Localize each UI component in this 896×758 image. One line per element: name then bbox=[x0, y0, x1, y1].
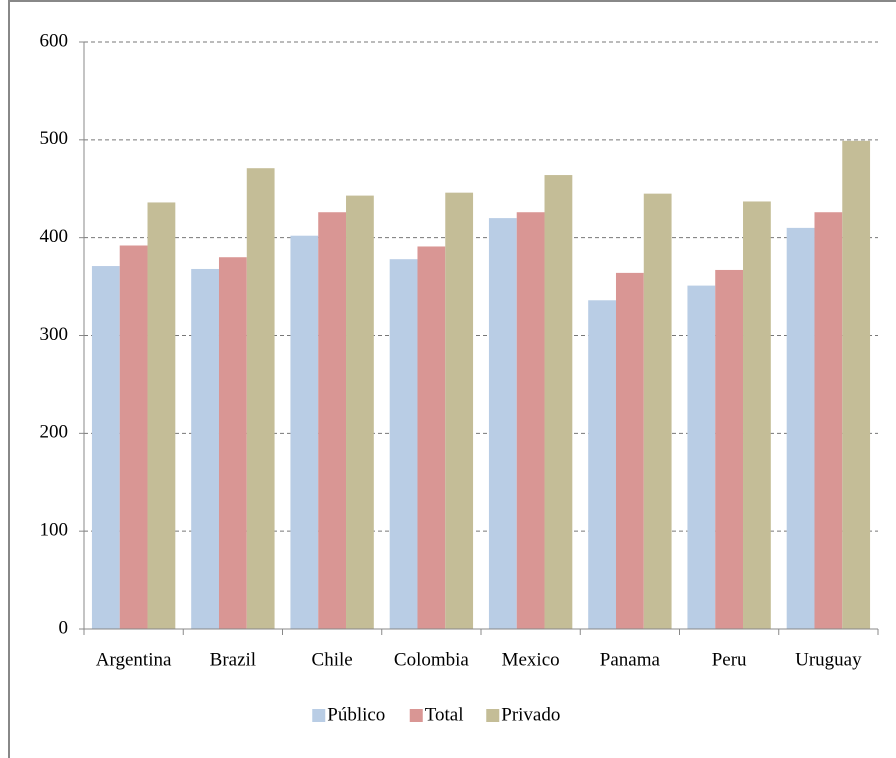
bar bbox=[191, 268, 219, 629]
bar bbox=[814, 212, 843, 630]
x-tick-label: Peru bbox=[712, 649, 747, 670]
y-tick-label: 300 bbox=[40, 324, 69, 345]
legend-label: Público bbox=[327, 704, 385, 725]
x-tick-label: Colombia bbox=[394, 649, 470, 670]
legend-swatch bbox=[486, 709, 500, 722]
bar bbox=[119, 245, 148, 629]
y-tick-label: 600 bbox=[40, 30, 69, 51]
bar bbox=[445, 192, 474, 629]
x-tick-label: Mexico bbox=[502, 649, 560, 670]
bar bbox=[318, 212, 347, 630]
x-tick-label: Chile bbox=[312, 649, 353, 670]
bar bbox=[715, 269, 744, 629]
bar bbox=[91, 266, 120, 629]
y-tick-label: 400 bbox=[40, 226, 69, 247]
x-tick-label: Argentina bbox=[96, 649, 172, 670]
bar bbox=[786, 227, 815, 629]
legend-swatch bbox=[409, 709, 423, 722]
y-tick-label: 0 bbox=[59, 617, 69, 638]
bar bbox=[687, 285, 716, 629]
bar bbox=[842, 140, 871, 630]
bar bbox=[643, 193, 672, 629]
bar bbox=[544, 175, 573, 629]
bar bbox=[615, 272, 644, 629]
bar bbox=[389, 259, 418, 629]
legend-label: Privado bbox=[501, 704, 560, 725]
bar bbox=[417, 246, 446, 629]
bar bbox=[246, 168, 275, 629]
bar bbox=[290, 235, 319, 629]
bar bbox=[588, 300, 616, 629]
y-tick-label: 100 bbox=[40, 520, 69, 541]
bar bbox=[488, 218, 517, 629]
bar bbox=[516, 212, 545, 630]
x-tick-label: Uruguay bbox=[795, 649, 862, 670]
bar bbox=[346, 195, 374, 629]
x-tick-label: Brazil bbox=[210, 649, 256, 670]
bar bbox=[743, 201, 771, 630]
x-tick-label: Panama bbox=[600, 649, 661, 670]
bar bbox=[218, 257, 247, 629]
frame bbox=[8, 0, 896, 758]
bar bbox=[147, 202, 176, 630]
y-tick-label: 500 bbox=[40, 128, 69, 149]
y-tick-label: 200 bbox=[40, 422, 69, 443]
legend-label: Total bbox=[425, 704, 464, 725]
legend-swatch bbox=[312, 709, 326, 722]
